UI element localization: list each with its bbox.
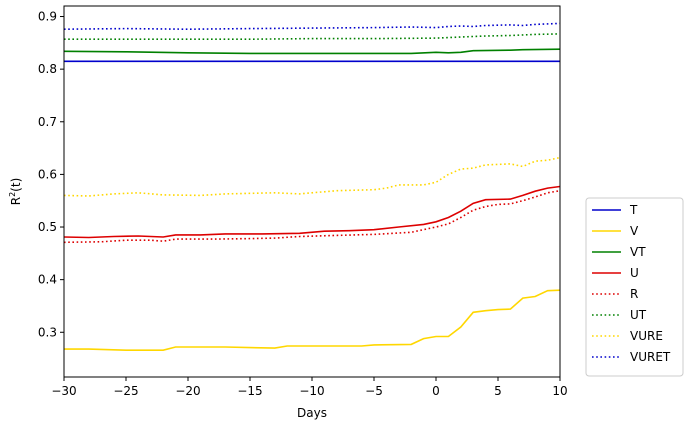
series-line-vure [63,156,561,197]
series-line-u [63,185,561,239]
x-tick-label: −15 [237,384,262,398]
legend-label-v: V [630,224,639,238]
y-axis-label-superscript: 2 [8,192,17,197]
x-tick-label: 0 [432,384,440,398]
x-tick-label: −30 [51,384,76,398]
y-axis-label-tail: (t) [9,178,23,192]
x-tick-label: −25 [113,384,138,398]
series-line-ut [64,33,561,40]
y-tick-label: 0.6 [38,167,57,181]
x-tick-label: −5 [365,384,383,398]
legend-label-u: U [630,266,639,280]
x-axis: −30 −25 −20 −15 −10 −5 0 5 10 [51,377,568,398]
legend-label-vt: VT [630,245,646,259]
legend-label-r: R [630,287,638,301]
y-tick-label: 0.7 [38,115,57,129]
series-line-vuret [63,22,561,31]
y-axis: 0.3 0.4 0.5 0.6 0.7 0.8 0.9 [38,10,64,339]
y-tick-label: 0.5 [38,220,57,234]
legend-label-vure: VURE [630,329,663,343]
y-tick-label: 0.3 [38,325,57,339]
y-tick-label: 0.9 [38,10,57,24]
legend: TV VT UR UT VURE VURET [585,197,684,377]
x-axis-label: Days [297,406,327,420]
y-tick-label: 0.8 [38,62,57,76]
x-tick-label: 10 [552,384,567,398]
series-line-v [64,289,561,351]
y-axis-label: R2(t) [8,178,23,206]
legend-frame [585,197,684,377]
legend-label-t: T [629,203,638,217]
y-axis-label-main: R [9,197,23,205]
series-line-r [63,189,561,244]
y-tick-label: 0.4 [38,273,57,287]
legend-label-vuret: VURET [630,350,671,364]
legend-label-ut: UT [630,308,647,322]
series-line-vt [63,48,561,55]
x-tick-label: −20 [175,384,200,398]
x-tick-label: −10 [299,384,324,398]
x-tick-label: 5 [494,384,502,398]
series-layer [63,22,561,351]
